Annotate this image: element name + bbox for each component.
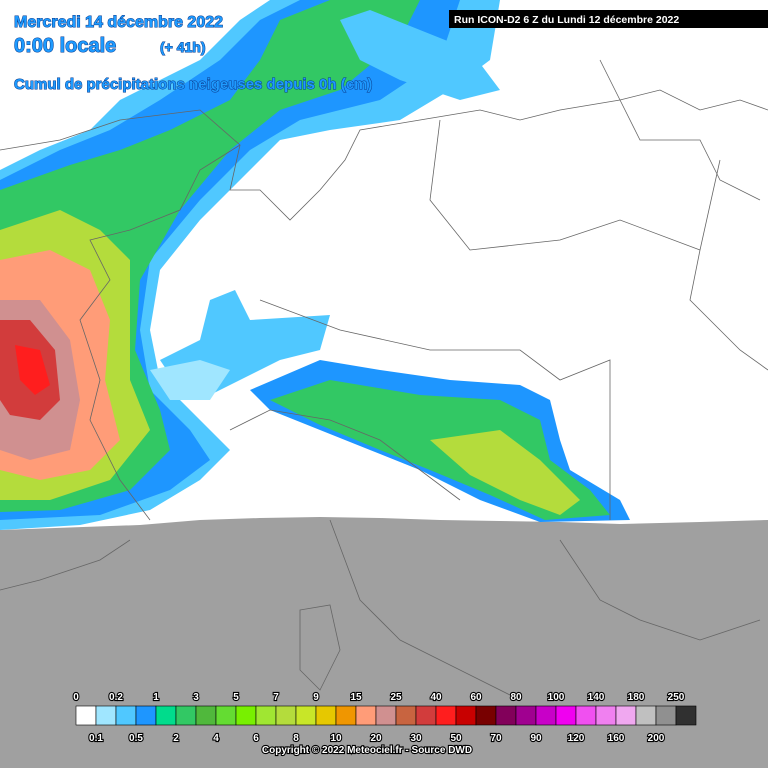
legend-label: 6 (253, 733, 259, 744)
legend-label: 140 (588, 692, 605, 703)
legend-label: 0 (73, 692, 79, 703)
legend-swatch (515, 705, 537, 726)
legend-swatch (415, 705, 437, 726)
legend-label: 60 (470, 692, 482, 703)
legend-label: 4 (213, 733, 219, 744)
lead-time: (+ 41h) (160, 39, 206, 55)
copyright: Copyright © 2022 Meteociel.fr - Source D… (262, 745, 472, 756)
run-box (449, 10, 768, 28)
legend-swatch (495, 705, 517, 726)
legend-swatch (675, 705, 697, 726)
legend-swatch (275, 705, 297, 726)
legend-label: 50 (450, 733, 462, 744)
legend-label: 90 (530, 733, 542, 744)
legend-label: 80 (510, 692, 522, 703)
legend-label: 5 (233, 692, 239, 703)
legend-label: 250 (668, 692, 685, 703)
legend-swatch (95, 705, 117, 726)
subtitle: Cumul de précipitations neigeuses depuis… (14, 76, 372, 93)
legend-label: 200 (648, 733, 665, 744)
legend-swatch (395, 705, 417, 726)
legend-swatch (255, 705, 277, 726)
legend-label: 1 (153, 692, 159, 703)
legend-swatch (235, 705, 257, 726)
time: 0:00 locale (14, 35, 116, 57)
legend-swatch (535, 705, 557, 726)
legend-swatch (155, 705, 177, 726)
legend-swatch (555, 705, 577, 726)
snow-fields (0, 0, 630, 530)
legend-label: 30 (410, 733, 422, 744)
legend-swatch (295, 705, 317, 726)
legend-swatch (435, 705, 457, 726)
legend-label: 40 (430, 692, 442, 703)
legend-label: 180 (628, 692, 645, 703)
legend-label: 20 (370, 733, 382, 744)
date: Mercredi 14 décembre 2022 (14, 14, 223, 31)
legend-label: 7 (273, 692, 279, 703)
legend-swatch (115, 705, 137, 726)
legend-label: 100 (548, 692, 565, 703)
legend-swatch (375, 705, 397, 726)
legend-label: 70 (490, 733, 502, 744)
legend-label: 0.5 (129, 733, 143, 744)
legend-swatch (615, 705, 637, 726)
legend-swatch (135, 705, 157, 726)
legend-label: 9 (313, 692, 319, 703)
legend-label: 120 (568, 733, 585, 744)
run-label: Run ICON-D2 6 Z du Lundi 12 décembre 202… (454, 14, 679, 26)
legend-swatch (595, 705, 617, 726)
legend-label: 10 (330, 733, 342, 744)
legend-label: 0.2 (109, 692, 123, 703)
legend-label: 25 (390, 692, 402, 703)
legend-label: 2 (173, 733, 179, 744)
legend-swatch (335, 705, 357, 726)
legend-swatch (75, 705, 97, 726)
legend-swatch (175, 705, 197, 726)
legend-swatch (215, 705, 237, 726)
legend-swatch (315, 705, 337, 726)
legend-label: 3 (193, 692, 199, 703)
legend-label: 15 (350, 692, 362, 703)
legend-label: 0.1 (89, 733, 103, 744)
borders (0, 59, 768, 701)
legend-swatch (655, 705, 677, 726)
legend-label: 8 (293, 733, 299, 744)
legend-swatch (575, 705, 597, 726)
legend: 0 0.1 0.2 0.5 1 2 3 4 5 6 7 8 9 10 15 20 25 30 40 50 60 70 80 9… (72, 691, 697, 745)
legend-swatch (455, 705, 477, 726)
legend-label: 160 (608, 733, 625, 744)
legend-swatch (355, 705, 377, 726)
legend-swatch (635, 705, 657, 726)
legend-swatch (195, 705, 217, 726)
legend-swatch (475, 705, 497, 726)
out-of-domain (0, 517, 768, 768)
